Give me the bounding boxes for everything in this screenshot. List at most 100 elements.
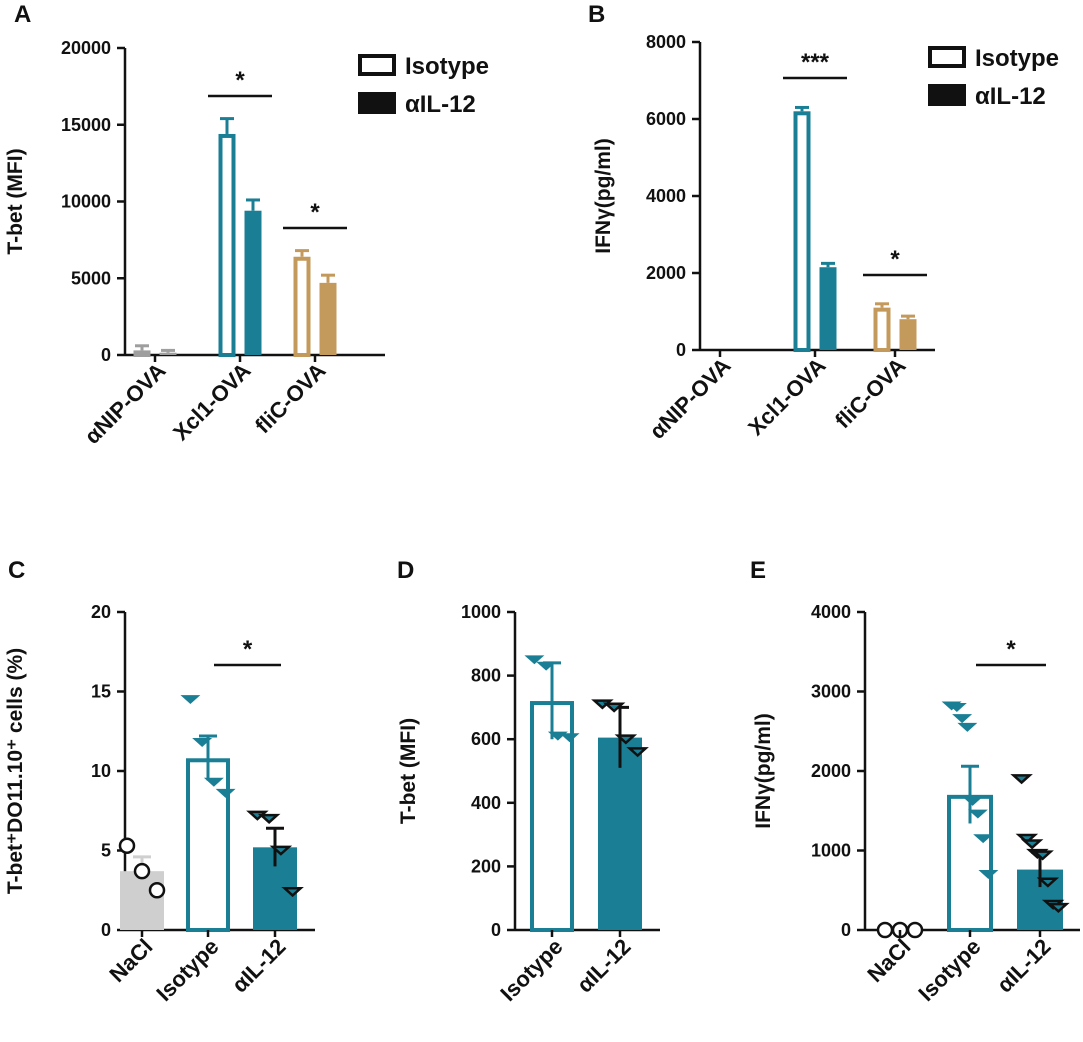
panel-d-letter: D xyxy=(397,557,414,584)
panel-e-data-point xyxy=(946,703,967,713)
panel-a-bar xyxy=(244,210,262,355)
panel-c-y-tick-label: 15 xyxy=(91,682,111,702)
panel-b-significance-marker: * xyxy=(890,246,900,273)
panel-a-significance-marker: * xyxy=(235,67,245,94)
panel-c-data-point xyxy=(281,886,304,898)
panel-d-data-point xyxy=(559,733,580,743)
panel-d-data-point xyxy=(524,655,545,665)
panel-d-x-tick-label: Isotype xyxy=(495,934,567,1006)
panel-d-y-tick-label: 200 xyxy=(471,856,501,876)
panel-e-letter: E xyxy=(750,557,766,584)
panel-c-y-tick-label: 20 xyxy=(91,602,111,622)
panel-c-x-tick-label: αIL-12 xyxy=(227,934,291,998)
panel-c-data-point xyxy=(215,788,236,798)
panel-c-data-point xyxy=(133,862,151,880)
panel-b-y-tick-label: 6000 xyxy=(646,109,686,129)
panel-b-y-axis-label: IFNγ(pg/ml) xyxy=(592,138,615,254)
panel-d-y-tick-label: 800 xyxy=(471,666,501,686)
panel-c-data-point xyxy=(148,882,166,899)
panel-e-y-tick-label: 0 xyxy=(841,920,851,940)
panel-b-y-tick-label: 2000 xyxy=(646,263,686,283)
panel-e-data-point xyxy=(973,834,994,844)
panel-a-bar xyxy=(319,282,337,355)
panel-e-x-tick-label: αIL-12 xyxy=(992,934,1056,998)
panel-d-y-tick-label: 600 xyxy=(471,729,501,749)
panel-e: E IFNγ(pg/ml) 0 1000 2000 3000 4000 NaClIsotype… xyxy=(750,557,1080,1006)
panel-e-y-tick-label: 2000 xyxy=(811,761,851,781)
panel-e-data-point xyxy=(962,796,983,806)
panel-d-y-tick-label: 400 xyxy=(471,793,501,813)
panel-b-legend-swatch-filled xyxy=(928,84,966,106)
panel-a-legend-swatch-open xyxy=(358,54,396,76)
panel-a-legend-label: αIL-12 xyxy=(405,91,476,118)
panel-b-bar xyxy=(899,319,917,350)
panel-c-data-point xyxy=(257,813,281,824)
panel-b-bar xyxy=(873,307,891,352)
panel-a-x-tick-label: Xcl1-OVA xyxy=(168,358,255,445)
panel-e-data-point xyxy=(1031,850,1054,861)
panel-e-significance-marker: * xyxy=(1006,636,1016,663)
panel-a-bar xyxy=(293,256,311,358)
panel-e-data-point xyxy=(978,870,999,879)
panel-d-y-tick-label: 1000 xyxy=(461,602,501,622)
panel-e-x-tick-label: NaCl xyxy=(862,934,915,987)
panel-b-legend-label: αIL-12 xyxy=(975,83,1046,110)
panel-e-data-point xyxy=(967,809,988,819)
panel-c: C T-bet⁺DO11.10⁺ cells (%) 0 5 10 15 20 NaClIso… xyxy=(4,557,315,1006)
panel-b-letter: B xyxy=(588,1,605,28)
panel-a-bar xyxy=(218,133,236,357)
panel-e-y-tick-label: 4000 xyxy=(811,602,851,622)
panel-e-x-tick-label: Isotype xyxy=(913,934,985,1006)
panel-a-y-tick-label: 0 xyxy=(101,345,111,365)
panel-c-y-tick-label: 10 xyxy=(91,761,111,781)
panel-b-legend: Isotype αIL-12 xyxy=(928,45,1059,110)
panel-e-data-point xyxy=(957,722,978,732)
panel-e-y-tick-label: 1000 xyxy=(811,841,851,861)
panel-d-y-axis-label: T-bet (MFI) xyxy=(397,718,420,824)
panel-b-x-tick-label: αNIP-OVA xyxy=(645,353,736,444)
panel-b-x-tick-label: fliC-OVA xyxy=(830,353,911,434)
panel-c-letter: C xyxy=(8,557,25,584)
panel-b-bar xyxy=(793,111,811,352)
panel-c-significance-marker: * xyxy=(243,636,253,663)
panel-e-data-point xyxy=(876,921,894,939)
panel-a-y-tick-label: 5000 xyxy=(71,268,111,288)
panel-e-data-point xyxy=(1015,833,1039,844)
panel-b-x-tick-label: Xcl1-OVA xyxy=(743,353,830,440)
panel-b: B IFNγ(pg/ml) 0 2000 4000 6000 8000 αNIP-OVA Xcl… xyxy=(588,1,1059,444)
panel-d-data-point xyxy=(602,702,626,713)
panel-e-y-axis-label: IFNγ(pg/ml) xyxy=(752,713,775,829)
panel-c-data-point xyxy=(180,695,201,705)
panel-a-y-tick-label: 10000 xyxy=(61,192,111,212)
panel-c-data-point xyxy=(118,837,136,854)
panel-b-y-tick-label: 8000 xyxy=(646,32,686,52)
panel-e-data-point xyxy=(1020,839,1044,850)
panel-c-y-tick-label: 5 xyxy=(101,841,111,861)
panel-d-bar xyxy=(598,737,642,930)
panel-e-data-point xyxy=(1010,774,1033,785)
panel-c-x-tick-label: NaCl xyxy=(104,934,157,987)
panel-c-y-tick-label: 0 xyxy=(101,920,111,940)
panel-a-significance-marker: * xyxy=(310,199,320,226)
panel-a-legend: Isotype αIL-12 xyxy=(358,53,489,118)
panel-b-significance-marker: *** xyxy=(801,49,830,76)
panel-d-data-point xyxy=(626,747,649,758)
panel-a-legend-label: Isotype xyxy=(405,53,489,80)
panel-c-x-tick-label: Isotype xyxy=(151,934,223,1006)
panel-c-data-point xyxy=(192,738,213,747)
panel-d-data-point xyxy=(536,661,557,671)
panel-a-y-tick-label: 15000 xyxy=(61,115,111,135)
panel-a-x-tick-label: αNIP-OVA xyxy=(80,358,171,449)
panel-e-data-point xyxy=(1036,877,1060,888)
panel-a-legend-swatch-filled xyxy=(358,92,396,114)
panel-c-y-axis-label: T-bet⁺DO11.10⁺ cells (%) xyxy=(4,648,27,894)
panel-d-x-tick-label: αIL-12 xyxy=(572,934,636,998)
panel-e-data-point xyxy=(1047,902,1070,914)
panel-b-legend-swatch-open xyxy=(928,46,966,68)
panel-e-data-point xyxy=(952,714,973,724)
panel-a-x-tick-label: fliC-OVA xyxy=(250,358,331,439)
panel-b-y-tick-label: 4000 xyxy=(646,186,686,206)
panel-a-y-axis-label: T-bet (MFI) xyxy=(4,148,27,254)
panel-d-y-tick-label: 0 xyxy=(491,920,501,940)
